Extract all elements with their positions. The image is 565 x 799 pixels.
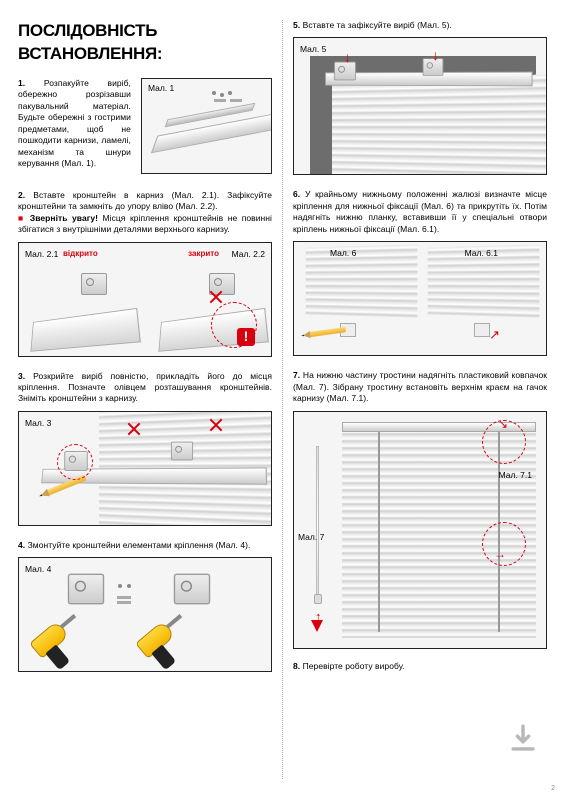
figure-5-label: Мал. 5 xyxy=(300,44,326,55)
step-8-num: 8. xyxy=(293,661,300,671)
blinds-icon xyxy=(332,75,547,176)
bottom-clip-icon xyxy=(474,323,490,337)
step-6-num: 6. xyxy=(293,189,300,199)
step-1-body: Розпакуйте виріб, обережно розрізавши па… xyxy=(18,78,131,168)
step-1: 1. Розпакуйте виріб, обережно розрізавши… xyxy=(18,78,272,176)
screws-icon xyxy=(212,91,246,109)
step-7-body: На нижню частину тростини надягніть плас… xyxy=(293,370,547,403)
step-8-text: 8. Перевірте роботу виробу. xyxy=(293,661,547,672)
bracket-icon xyxy=(171,442,193,461)
detail-circle-icon xyxy=(57,444,93,480)
fasteners-icon xyxy=(117,580,151,603)
rail-left xyxy=(30,307,140,351)
figure-4-label: Мал. 4 xyxy=(25,564,51,575)
step-4-body: Змонтуйте кронштейни елементами кріпленн… xyxy=(28,540,251,550)
arrow-down-icon: ↓ xyxy=(344,48,351,67)
figure-5: Мал. 5 ↓ ↓ xyxy=(293,37,547,175)
bracket-icon xyxy=(174,574,210,605)
open-label: відкрито xyxy=(63,249,98,260)
blinds-left xyxy=(306,245,418,318)
step-6-text: 6. У крайньому нижньому положенні жалюзі… xyxy=(293,189,547,235)
cord-icon xyxy=(378,432,380,632)
arrow-up-right-icon: ↗ xyxy=(489,326,500,344)
x-mark-icon xyxy=(127,422,141,436)
step-1-text: 1. Розпакуйте виріб, обережно розрізавши… xyxy=(18,78,131,170)
warn-label: Зверніть увагу! xyxy=(30,213,98,223)
figure-3-label: Мал. 3 xyxy=(25,418,51,429)
step-3-body: Розкрийте виріб повністю, прикладіть йог… xyxy=(18,371,272,404)
step-4-text: 4. Змонтуйте кронштейни елементами кріпл… xyxy=(18,540,272,551)
bracket-icon xyxy=(68,574,104,605)
figure-21-label: Мал. 2.1 xyxy=(25,249,58,260)
drill-icon xyxy=(135,609,205,672)
figure-7: ↑ Мал. 7 Мал. 7.1 ↘ → xyxy=(293,411,547,649)
step-7-text: 7. На нижню частину тростини надягніть п… xyxy=(293,370,547,404)
warn-icon: ■ xyxy=(18,213,25,223)
page-title: ПОСЛІДОВНІСТЬ ВСТАНОВЛЕННЯ: xyxy=(18,20,272,66)
step-5-text: 5. Вставте та зафіксуйте виріб (Мал. 5). xyxy=(293,20,547,31)
wand-icon xyxy=(316,446,319,596)
step-3-num: 3. xyxy=(18,371,25,381)
step-5-body: Вставте та зафіксуйте виріб (Мал. 5). xyxy=(303,20,452,30)
step-4-num: 4. xyxy=(18,540,25,550)
right-column: 5. Вставте та зафіксуйте виріб (Мал. 5).… xyxy=(283,20,547,779)
alert-badge-icon: ! xyxy=(237,328,255,346)
step-1-num: 1. xyxy=(18,78,25,88)
figure-22-label: Мал. 2.2 xyxy=(232,249,265,260)
arrow-down-icon: ↓ xyxy=(432,46,439,65)
figure-6-label: Мал. 6 xyxy=(330,248,356,259)
figure-61-label: Мал. 6.1 xyxy=(465,248,498,259)
step-7-num: 7. xyxy=(293,370,300,380)
figure-4: Мал. 4 xyxy=(18,557,272,672)
figure-2: Мал. 2.1 відкрито закрито Мал. 2.2 ! xyxy=(18,242,272,357)
figure-6: Мал. 6 Мал. 6.1 ↗ xyxy=(293,241,547,356)
figure-71-label: Мал. 7.1 xyxy=(499,470,532,481)
step-3-text: 3. Розкрийте виріб повністю, прикладіть … xyxy=(18,371,272,405)
wand-cap-icon xyxy=(314,594,322,604)
arrow-icon: ↘ xyxy=(498,416,508,432)
step-6-body: У крайньому нижньому положенні жалюзі ви… xyxy=(293,189,547,233)
step-2-num: 2. xyxy=(18,190,25,200)
step-2-text: 2. Вставте кронштейн в карниз (Мал. 2.1)… xyxy=(18,190,272,236)
bracket-open-icon xyxy=(81,273,107,295)
drill-icon xyxy=(29,609,99,672)
step-8-body: Перевірте роботу виробу. xyxy=(303,661,405,671)
figure-1-label: Мал. 1 xyxy=(148,83,174,94)
figure-1: Мал. 1 xyxy=(141,78,272,174)
figure-7-label: Мал. 7 xyxy=(298,532,324,543)
closed-label: закрито xyxy=(188,249,219,260)
step-5-num: 5. xyxy=(293,20,300,30)
page-number: 2 xyxy=(551,784,555,793)
figure-3: Мал. 3 xyxy=(18,411,272,526)
x-mark-icon xyxy=(209,290,223,304)
cap-piece-icon xyxy=(311,620,323,632)
left-column: ПОСЛІДОВНІСТЬ ВСТАНОВЛЕННЯ: 1. Розпакуйт… xyxy=(18,20,282,779)
arrow-icon: → xyxy=(494,546,506,562)
step-2-body: Вставте кронштейн в карниз (Мал. 2.1). З… xyxy=(18,190,272,211)
download-watermark-icon xyxy=(495,711,551,767)
x-mark-icon xyxy=(209,418,223,432)
